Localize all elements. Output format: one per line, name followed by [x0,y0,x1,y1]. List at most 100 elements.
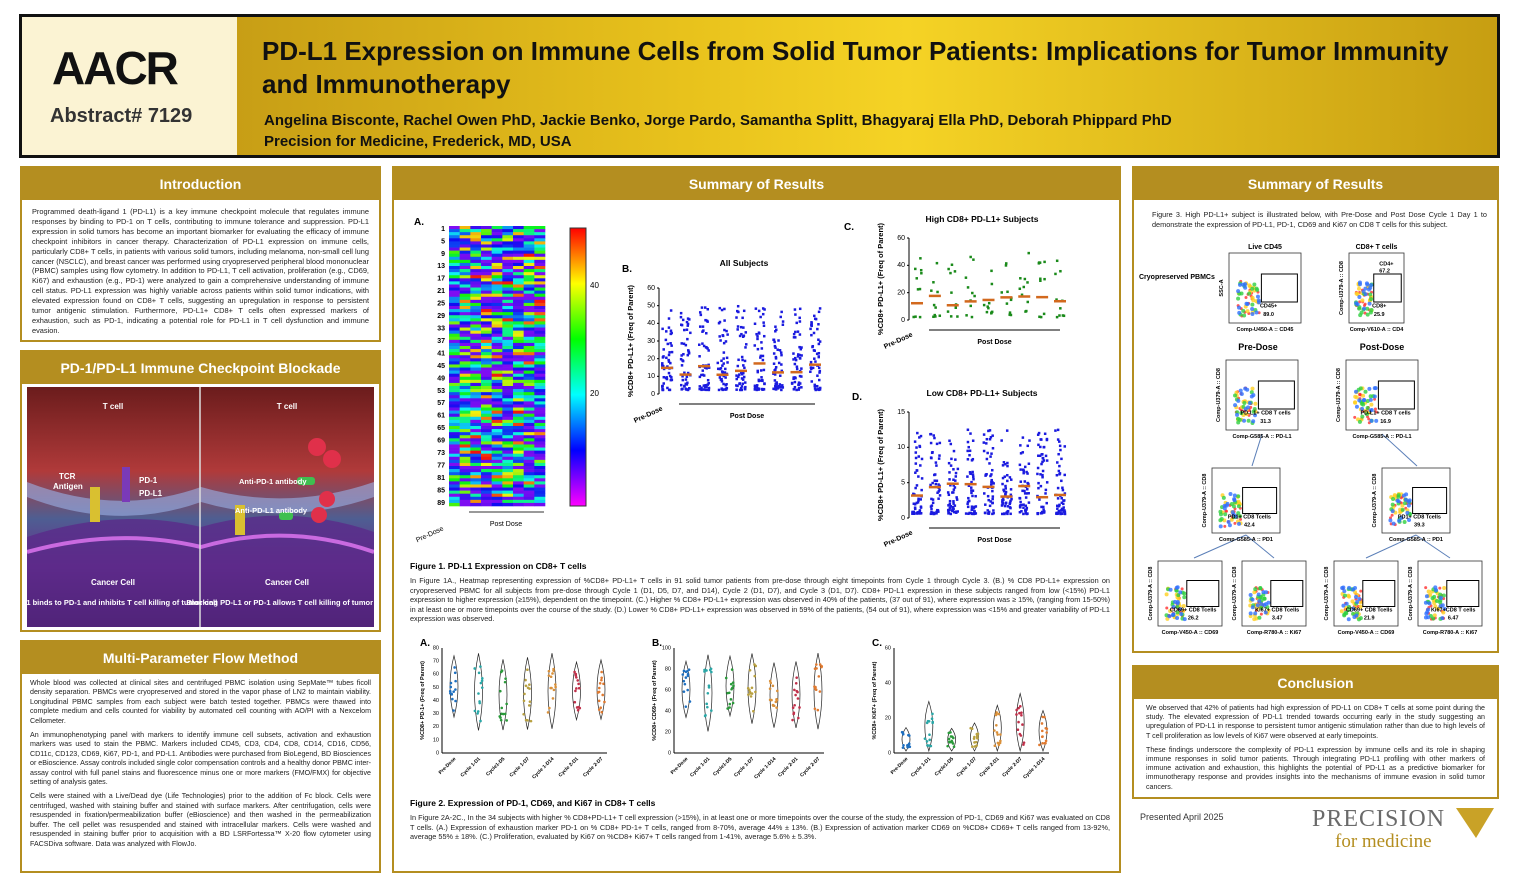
point [703,306,707,309]
point [718,306,722,310]
point [1004,487,1007,490]
heatmap-cell [481,502,492,507]
heatmap-cell [491,413,503,418]
heatmap-cell [459,395,471,399]
point [1025,506,1029,510]
heatmap-cell [491,278,503,282]
point [994,713,998,716]
y-axis-label: %CD8+ PD-L1+ (Freq of Parent) [876,408,885,521]
point [949,271,952,275]
point [742,334,746,337]
heatmap-cell [470,312,482,316]
heatmap-cell [534,272,546,276]
point [771,684,775,688]
point [926,719,930,723]
heatmap-cell [491,352,503,356]
heatmap-cell [491,410,503,414]
point [526,668,529,672]
point [726,691,729,695]
point [522,712,525,716]
point [952,502,955,505]
heatmap-cell [491,432,503,436]
heatmap-cell [523,333,535,338]
row-label: 89 [437,500,445,507]
point [670,350,674,354]
gate [1446,580,1480,607]
point [798,374,802,378]
point [1006,512,1009,516]
x-tick-label: Cycle 1-D7 [733,756,755,778]
point [933,313,936,317]
paragraph: Whole blood was collected at clinical si… [30,679,371,725]
point [667,371,671,375]
y-tick-label: 20 [647,356,655,363]
density [1368,292,1373,297]
heatmap-cell [502,456,514,461]
heatmap-cell [449,290,460,294]
point [966,449,969,453]
point [1038,261,1042,264]
label: T cell [103,402,123,411]
point [481,677,484,680]
point [932,281,935,284]
point [760,379,763,382]
heatmap-cell [449,462,460,467]
heatmap-cell [449,250,460,254]
caption: PD-L1 binds to PD-1 and inhibits T cell … [27,598,217,607]
heatmap-cell [513,422,524,427]
heatmap-cell [459,284,471,288]
heatmap-cell [449,342,460,347]
gate-label: PD-L1+ CD8 T cells [1360,411,1410,417]
heatmap-cell [513,466,524,470]
density [1175,599,1180,604]
point [1062,506,1065,509]
point [780,363,783,366]
heatmap-cell [470,342,482,347]
heatmap-cell [470,321,482,325]
heatmap-cell [470,419,482,424]
density [1247,291,1252,296]
heatmap-cell [534,478,546,482]
point [777,385,781,388]
heatmap-cell [513,290,524,294]
x-tick-label: Cycle 1-D1 [460,756,482,778]
heatmap-cell [513,401,524,405]
point [1003,475,1006,478]
paragraph: Figure 3. High PD-L1+ subject is illustr… [1152,210,1487,229]
point [761,388,764,391]
point [744,385,747,389]
brand-mark [1456,808,1494,838]
heatmap-cell [534,315,546,319]
heatmap-cell [470,422,482,427]
point [995,711,998,714]
heatmap-cell [491,456,503,461]
heatmap-cell [502,253,514,258]
heatmap-cell [459,290,471,294]
row-label: 61 [437,413,445,420]
point [918,315,922,319]
heatmap-cell [459,373,471,378]
point [812,331,816,335]
point [1022,743,1025,746]
point [938,484,941,488]
point [950,457,953,461]
heatmap-cell [523,293,535,298]
point [991,434,994,437]
point [970,506,974,510]
heatmap-cell [523,416,535,421]
heatmap-cell [513,275,524,279]
point [775,706,778,709]
heatmap-cell [502,447,514,451]
heatmap-cell [491,419,503,424]
point [669,361,672,365]
point [781,323,785,326]
point [952,500,955,503]
point [1002,488,1005,492]
point [968,449,972,453]
x-axis-label: Comp-G585-A :: PD1 [1389,537,1443,543]
point [1062,510,1065,513]
paragraph: In Figure 1A., Heatmap representing expr… [410,576,1110,624]
point [938,441,942,445]
point [735,377,738,381]
heatmap-cell [502,309,514,313]
